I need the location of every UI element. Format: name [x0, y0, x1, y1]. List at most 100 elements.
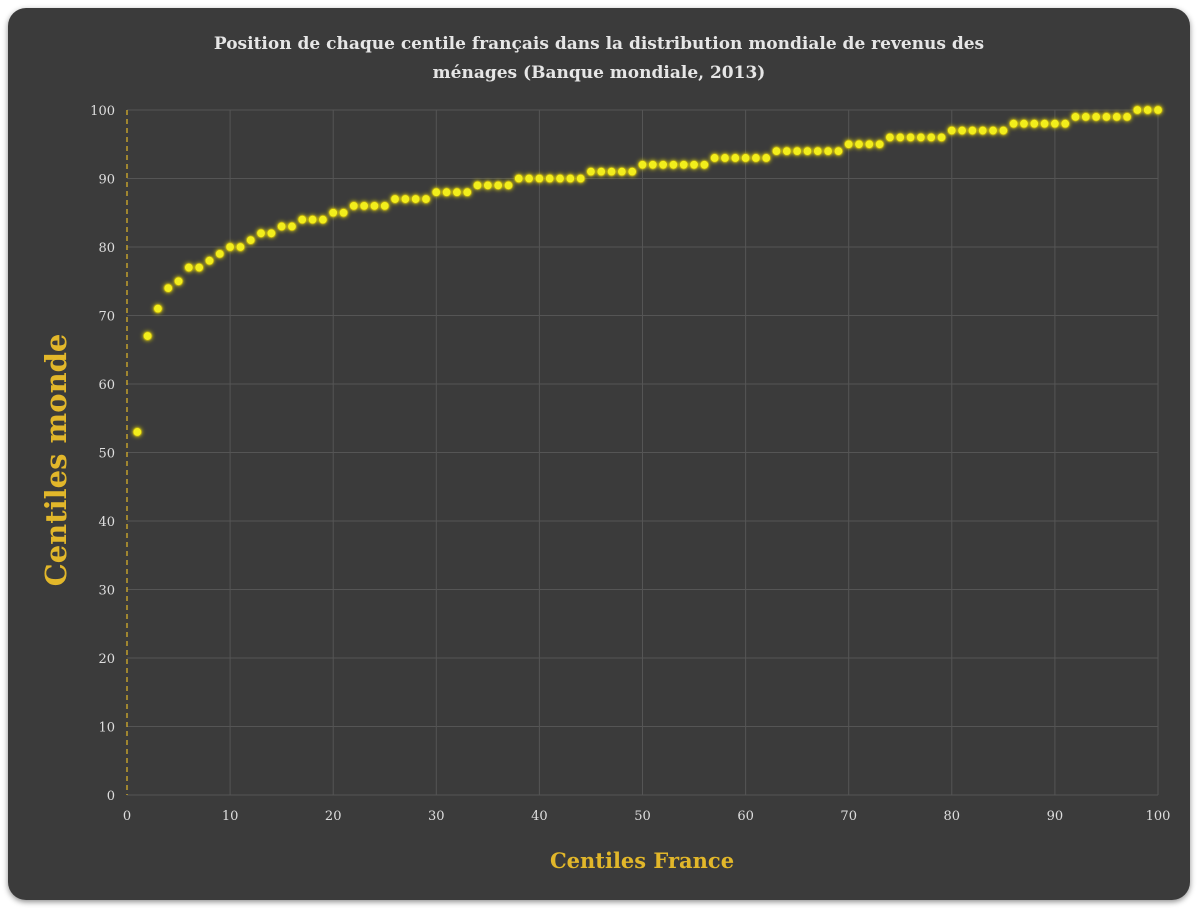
data-point — [173, 276, 184, 286]
data-point — [235, 242, 246, 252]
data-point — [740, 153, 751, 163]
data-point — [617, 166, 627, 177]
data-point — [421, 194, 431, 204]
data-point — [885, 132, 895, 143]
data-point — [410, 194, 421, 204]
data-point — [823, 146, 833, 156]
y-tick-labels: 0 10 20 30 40 50 60 70 80 90 100 — [90, 104, 115, 804]
data-point — [204, 255, 215, 266]
data-point — [658, 160, 668, 170]
data-point — [142, 331, 153, 341]
data-point — [1153, 105, 1163, 115]
data-point — [400, 194, 411, 204]
data-point — [1029, 118, 1039, 129]
data-point — [627, 166, 637, 177]
data-point — [802, 146, 813, 156]
data-point — [483, 180, 493, 191]
data-point — [864, 139, 875, 149]
data-point — [297, 214, 307, 225]
y-tick-label: 100 — [90, 104, 115, 119]
data-point — [1019, 118, 1029, 129]
y-axis-title: Centiles monde — [39, 334, 73, 587]
data-point — [679, 160, 689, 170]
data-point — [1122, 112, 1132, 122]
data-point — [307, 214, 318, 225]
data-point — [709, 153, 720, 163]
data-point — [967, 125, 978, 136]
x-tick-label: 50 — [634, 809, 651, 824]
y-tick-label: 90 — [98, 173, 115, 188]
data-point — [854, 139, 864, 149]
data-point — [998, 125, 1009, 136]
data-point — [905, 132, 916, 143]
data-point — [390, 194, 400, 204]
data-point — [844, 139, 854, 149]
data-point — [771, 146, 782, 156]
data-point — [184, 262, 194, 273]
data-point — [338, 208, 349, 218]
chart-title-line-2: ménages (Banque mondiale, 2013) — [433, 63, 766, 83]
data-point — [1060, 118, 1070, 129]
data-point — [276, 221, 287, 232]
x-tick-label: 70 — [840, 809, 857, 824]
data-point — [163, 283, 173, 293]
data-point — [926, 132, 936, 143]
data-point — [988, 125, 998, 136]
data-point — [266, 228, 277, 239]
y-tick-label: 0 — [107, 789, 115, 804]
data-point — [246, 235, 256, 245]
data-point — [720, 153, 730, 163]
grid-lines — [127, 109, 1159, 796]
data-point — [1070, 112, 1081, 122]
y-tick-label: 80 — [98, 241, 115, 256]
data-point — [689, 160, 699, 170]
data-point — [957, 125, 967, 136]
data-point — [1142, 105, 1153, 115]
data-point — [153, 303, 163, 314]
data-point — [874, 139, 885, 149]
data-point — [545, 173, 555, 184]
data-point — [761, 153, 771, 163]
data-point — [895, 132, 905, 143]
data-point — [637, 160, 648, 170]
data-point — [668, 160, 679, 170]
x-tick-label: 40 — [531, 809, 548, 824]
x-tick-label: 100 — [1146, 809, 1171, 824]
data-point — [1039, 118, 1050, 129]
x-tick-label: 0 — [123, 809, 131, 824]
data-point — [1050, 118, 1060, 129]
data-points — [132, 105, 1163, 437]
x-tick-label: 90 — [1047, 809, 1064, 824]
data-point — [782, 146, 792, 156]
data-point — [565, 173, 576, 184]
chart-card: Position de chaque centile français dans… — [8, 8, 1190, 900]
data-point — [349, 201, 359, 211]
y-tick-label: 70 — [98, 310, 115, 325]
data-point — [493, 180, 503, 191]
data-point — [194, 262, 204, 273]
x-tick-label: 10 — [222, 809, 239, 824]
data-point — [792, 146, 802, 156]
data-point — [916, 132, 926, 143]
y-tick-label: 10 — [98, 721, 115, 736]
x-tick-label: 60 — [737, 809, 754, 824]
data-point — [555, 173, 565, 184]
data-point — [813, 146, 823, 156]
x-tick-label: 80 — [944, 809, 961, 824]
data-point — [1081, 112, 1091, 122]
data-point — [1101, 112, 1112, 122]
data-point — [1132, 105, 1143, 115]
data-point — [575, 173, 586, 184]
data-point — [936, 132, 947, 143]
data-point — [596, 166, 606, 177]
data-point — [524, 173, 534, 184]
data-point — [462, 187, 472, 197]
data-point — [1091, 112, 1101, 122]
data-point — [215, 249, 225, 259]
x-axis-title: Centiles France — [550, 848, 734, 873]
scatter-chart: Position de chaque centile français dans… — [39, 34, 1171, 873]
data-point — [287, 221, 297, 232]
data-point — [359, 201, 369, 211]
data-point — [318, 214, 328, 225]
data-point — [256, 228, 266, 239]
